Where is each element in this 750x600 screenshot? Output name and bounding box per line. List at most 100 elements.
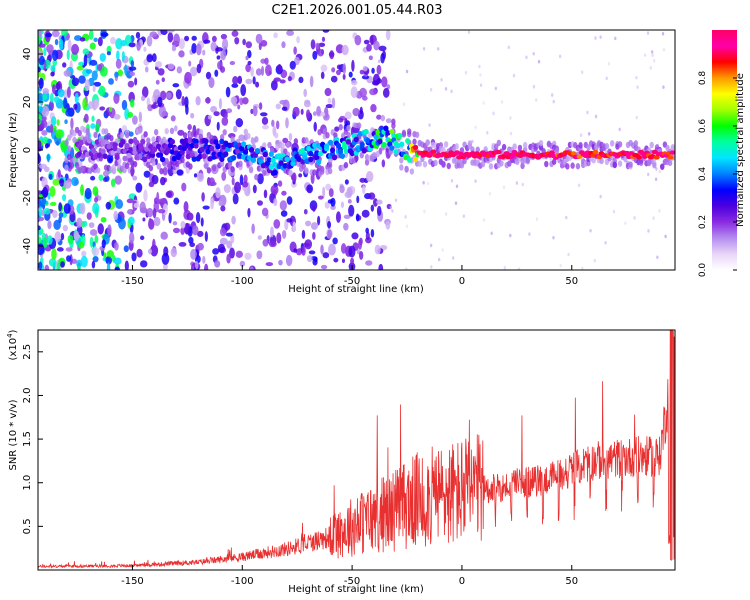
- spectrogram-ridge-cell: [308, 150, 314, 157]
- spectrogram-noise-cell: [38, 261, 43, 270]
- spectrogram-halo-cell: [414, 131, 420, 138]
- spectrogram-noise-cell: [635, 115, 638, 120]
- spectrogram-halo-cell: [364, 159, 370, 166]
- spectrogram-noise-cell: [55, 82, 61, 91]
- spectrogram-noise-cell: [79, 37, 86, 42]
- spectrogram-noise-cell: [41, 115, 47, 122]
- spectrogram-noise-cell: [63, 89, 68, 101]
- colorbar-tick-label: 0.2: [698, 215, 708, 229]
- spectrogram-halo-cell: [138, 127, 143, 134]
- spectrogram-noise-cell: [328, 188, 334, 198]
- spectrogram-noise-cell: [368, 192, 376, 200]
- spectrogram-noise-cell: [231, 177, 235, 186]
- spectrogram-ridge-cell: [217, 151, 223, 158]
- spectrogram-noise-cell: [48, 258, 57, 267]
- spectrogram-noise-cell: [63, 203, 71, 214]
- spectrogram-halo-cell: [254, 136, 259, 143]
- spectrogram-noise-cell: [537, 59, 541, 64]
- spectrogram-ridge-cell: [308, 156, 314, 163]
- spectrogram-ridge-cell: [361, 147, 367, 154]
- spectrogram-noise-cell: [58, 38, 64, 50]
- spectrogram-noise-cell: [322, 30, 330, 33]
- spectrogram-noise-cell: [176, 66, 183, 74]
- spectrogram-noise-cell: [161, 252, 170, 265]
- spectrogram-halo-cell: [64, 164, 69, 171]
- spectrogram-noise-cell: [355, 213, 360, 222]
- spectrogram-noise-cell: [440, 77, 443, 82]
- spectrogram-halo-cell: [554, 147, 560, 154]
- spectrogram-noise-cell: [261, 65, 265, 77]
- spectrogram-noise-cell: [381, 159, 386, 168]
- spectrogram-halo-cell: [591, 157, 596, 164]
- spectrogram-ridge-cell: [199, 146, 205, 153]
- spectrogram-noise-cell: [341, 44, 349, 56]
- spectrogram-noise-cell: [67, 234, 74, 245]
- spectrogram-noise-cell: [345, 120, 351, 127]
- spectrogram-noise-cell: [201, 192, 205, 202]
- spectrogram-halo-cell: [496, 139, 502, 147]
- spectrogram-noise-cell: [255, 68, 262, 76]
- spectrogram-halo-cell: [617, 141, 623, 148]
- spectrogram-noise-cell: [62, 62, 67, 68]
- spectrogram-noise-cell: [293, 46, 297, 55]
- spectrogram-noise-cell: [515, 181, 519, 185]
- spectrogram-halo-cell: [219, 160, 225, 167]
- spectrogram-noise-cell: [332, 237, 338, 245]
- spectrogram-halo-cell: [551, 158, 557, 165]
- spectrogram-halo-cell: [404, 166, 409, 173]
- spectrogram-noise-cell: [292, 221, 296, 232]
- spectrogram-noise-cell: [257, 173, 264, 185]
- spectrogram-noise-cell: [624, 221, 627, 225]
- spectrogram-noise-cell: [168, 212, 172, 224]
- spectrogram-noise-cell: [94, 197, 99, 203]
- spectrogram-halo-cell: [124, 131, 130, 139]
- spectrogram-noise-cell: [336, 64, 342, 70]
- spectrogram-halo-cell: [66, 145, 72, 152]
- spectrogram-halo-cell: [501, 143, 507, 151]
- spectrogram-noise-cell: [71, 43, 80, 55]
- spectrogram-ridge-cell: [495, 149, 502, 155]
- spectrogram-noise-cell: [38, 43, 46, 48]
- spectrogram-noise-cell: [54, 38, 59, 46]
- spectrogram-noise-cell: [82, 48, 90, 55]
- spectrogram-noise-cell: [128, 66, 137, 71]
- spectrogram-noise-cell: [195, 96, 201, 106]
- spectrogram-ridge-cell: [148, 144, 154, 150]
- spectrogram-noise-cell: [474, 125, 477, 130]
- spectrogram-noise-cell: [211, 35, 217, 43]
- spectrogram-halo-cell: [188, 163, 193, 170]
- spectrogram-noise-cell: [614, 36, 617, 41]
- spectrogram-halo-cell: [367, 131, 372, 139]
- spectrogram-noise-cell: [223, 222, 231, 231]
- spectrogram-noise-cell: [351, 232, 359, 240]
- spectrogram-noise-cell: [220, 33, 228, 40]
- spectrogram-noise-cell: [386, 84, 391, 90]
- spectrogram-ridge-cell: [201, 153, 207, 160]
- spectrogram-halo-cell: [359, 152, 364, 159]
- spectrogram-noise-cell: [57, 169, 61, 178]
- spectrogram-noise-cell: [331, 67, 336, 73]
- spectrogram-noise-cell: [252, 184, 257, 194]
- spectrogram-noise-cell: [44, 143, 49, 149]
- spectrogram-ridge-cell: [576, 154, 583, 159]
- spectrogram-noise-cell: [196, 230, 204, 238]
- spectrogram-noise-cell: [57, 88, 65, 98]
- spectrogram-ridge-cell: [262, 151, 268, 158]
- spectrogram-ridge-cell: [314, 150, 320, 156]
- spectrogram-noise-cell: [91, 70, 98, 81]
- spectrogram-noise-cell: [273, 219, 281, 229]
- spectrogram-ridge-cell: [177, 144, 183, 151]
- spectrogram-noise-cell: [214, 260, 221, 268]
- spectrogram-noise-cell: [239, 260, 246, 267]
- spectrogram-noise-cell: [51, 248, 57, 261]
- spectrogram-halo-cell: [130, 168, 135, 175]
- spectrogram-noise-cell: [38, 106, 43, 113]
- spectrogram-noise-cell: [285, 254, 293, 267]
- spectrogram-noise-cell: [83, 220, 88, 227]
- spectrogram-ridge-cell: [152, 146, 158, 153]
- spectrogram-noise-cell: [258, 102, 263, 110]
- spectrogram-halo-cell: [153, 128, 159, 136]
- spectrogram-noise-cell: [78, 241, 85, 249]
- spectrogram-noise-cell: [517, 267, 521, 270]
- spectrogram-noise-cell: [67, 39, 72, 52]
